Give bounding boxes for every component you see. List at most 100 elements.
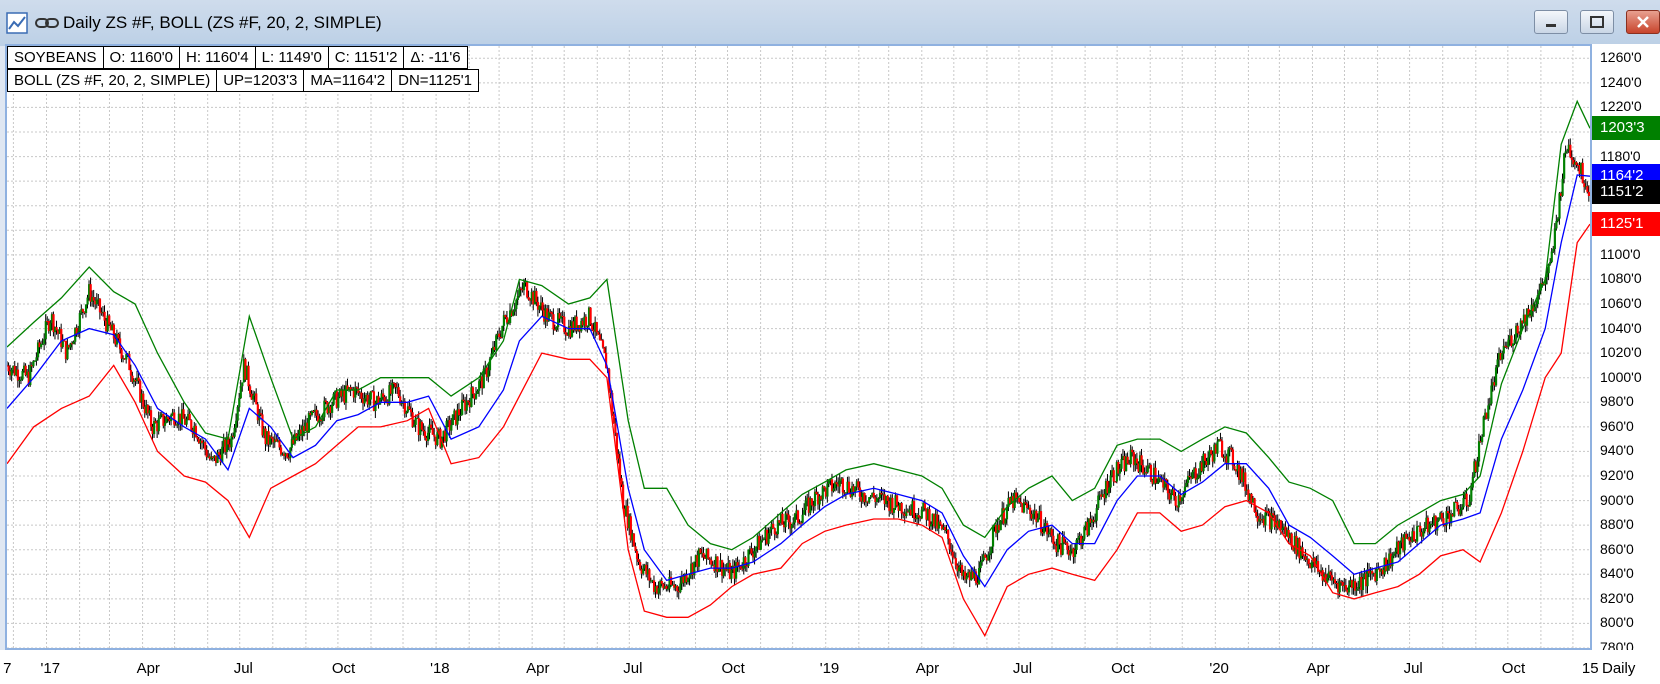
candle-body	[1111, 470, 1114, 476]
candle-body	[1279, 520, 1283, 530]
candle-body	[1323, 574, 1326, 581]
candle-body	[923, 502, 927, 509]
candle-body	[1179, 495, 1182, 502]
candle-body	[566, 334, 569, 336]
legend-change: Δ: -11'6	[403, 46, 468, 69]
candle-body	[1186, 475, 1190, 483]
time-tick-label: Jul	[233, 660, 253, 677]
candle-body	[12, 365, 15, 370]
candle-body	[1555, 221, 1558, 229]
candle-body	[320, 419, 323, 421]
candle-body	[98, 298, 102, 313]
candle-body	[1374, 573, 1377, 582]
candle-body	[906, 511, 910, 513]
candle-body	[354, 387, 357, 398]
candle-body	[640, 569, 643, 574]
candle-body	[620, 478, 623, 485]
candle-body	[1129, 449, 1132, 465]
candle-body	[1043, 526, 1046, 534]
candle-body	[228, 444, 232, 448]
candle-body	[1524, 314, 1527, 326]
time-tick-label: Jul	[1403, 660, 1423, 677]
candle-body	[1069, 551, 1072, 556]
candle-body	[912, 501, 916, 519]
time-tick-label: Apr	[526, 660, 550, 677]
candle-body	[1238, 464, 1241, 480]
candle-body	[1487, 405, 1490, 419]
candle-body	[1498, 352, 1501, 360]
candle-body	[1572, 159, 1575, 165]
candle-body	[1118, 468, 1122, 474]
candle-body	[1086, 522, 1089, 536]
candle-body	[600, 339, 603, 341]
candle-body	[9, 371, 12, 376]
candle-body	[1433, 515, 1436, 524]
time-tick-label: 7	[3, 660, 12, 677]
candle-body	[964, 571, 967, 580]
maximize-button[interactable]	[1580, 10, 1614, 34]
candle-body	[71, 343, 74, 345]
close-button[interactable]	[1626, 10, 1660, 34]
candle-body	[201, 440, 204, 444]
candle-body	[1083, 527, 1086, 539]
candle-body	[1547, 264, 1550, 274]
candle-body	[1442, 518, 1445, 526]
candle-body	[922, 502, 925, 510]
candle-body	[1077, 537, 1080, 540]
candle-body	[290, 439, 293, 448]
candle-body	[625, 505, 628, 517]
candle-body	[800, 522, 803, 524]
candle-body	[629, 516, 632, 541]
candle-body	[883, 494, 886, 505]
candle-body	[1207, 457, 1210, 465]
time-tick-label: '18	[430, 660, 450, 677]
candle-body	[1502, 345, 1505, 354]
candle-body	[157, 418, 160, 432]
candle-body	[937, 521, 940, 529]
candle-body	[951, 551, 954, 558]
candle-body	[1183, 486, 1187, 496]
candle-body	[292, 439, 295, 444]
candle-body	[736, 562, 739, 568]
candle-body	[574, 316, 577, 331]
candle-body	[1338, 581, 1341, 593]
candle-body	[888, 500, 891, 511]
minimize-button[interactable]	[1534, 10, 1568, 34]
price-axis[interactable]: 780'0 800'0 820'0 840'0 860'0 880'0 900'0 920'0…	[1592, 44, 1660, 655]
candle-body	[1070, 548, 1074, 552]
candle-body	[1004, 519, 1007, 524]
candle-body	[866, 501, 869, 503]
candle-body	[652, 580, 656, 592]
candle-body	[171, 412, 174, 416]
candle-body	[1055, 545, 1058, 553]
candle-body	[1224, 456, 1227, 459]
candle-body	[1112, 470, 1115, 482]
plot-area[interactable]	[5, 44, 1592, 650]
candle-body	[363, 398, 366, 404]
band-line-dn	[7, 223, 1590, 638]
candle-body	[187, 413, 190, 420]
candle-body	[928, 509, 931, 527]
candle-body	[1138, 455, 1142, 472]
price-tick-label: 960'0	[1600, 417, 1634, 434]
candle-body	[976, 582, 979, 585]
candle-body	[1429, 523, 1433, 525]
candle-body	[139, 380, 142, 402]
candle-body	[533, 290, 536, 305]
candle-body	[767, 533, 770, 544]
candle-body	[1368, 569, 1371, 574]
legend-instrument: SOYBEANS	[7, 46, 104, 69]
candle-body	[1053, 543, 1057, 546]
candle-body	[925, 508, 928, 520]
candle-body	[510, 310, 513, 316]
time-axis[interactable]: Daily 7 '17 Apr Jul Oct '18 Apr Jul Oct '19 Apr Jul…	[0, 650, 1660, 684]
candle-body	[854, 486, 857, 493]
candle-body	[691, 563, 694, 575]
timeframe-label[interactable]: Daily	[1602, 660, 1636, 677]
candle-body	[137, 377, 140, 381]
candle-body	[1163, 479, 1166, 488]
candle-body	[1264, 512, 1267, 526]
link-icon[interactable]	[34, 14, 60, 32]
price-chart[interactable]	[7, 46, 1590, 648]
candle-body	[7, 365, 10, 372]
